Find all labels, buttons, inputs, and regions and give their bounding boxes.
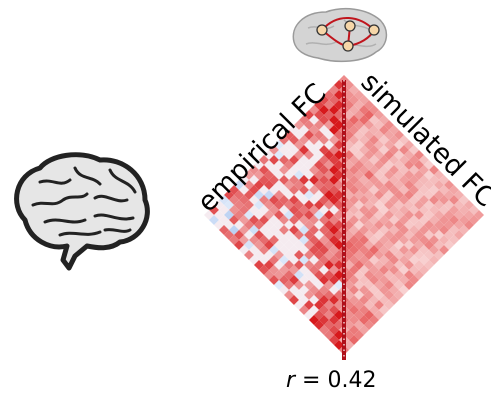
brain-network-icon (292, 7, 388, 63)
correlation-readout: r = 0.42 (286, 368, 376, 393)
fc-matrix-diamond (204, 75, 484, 360)
correlation-equals: = (295, 368, 328, 393)
brain-outline-icon (14, 152, 150, 271)
correlation-value: 0.42 (327, 368, 377, 393)
correlation-symbol: r (286, 368, 296, 393)
fc-cells (204, 75, 484, 355)
